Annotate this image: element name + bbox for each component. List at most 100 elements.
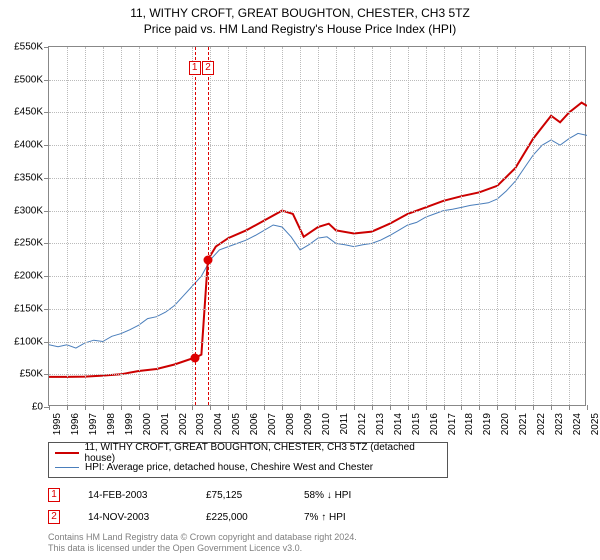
- x-tick: [264, 405, 265, 410]
- y-tick: [44, 145, 49, 146]
- sale-pct-vs-hpi: 58% ↓ HPI: [304, 490, 404, 501]
- plot-frame: £0£50K£100K£150K£200K£250K£300K£350K£400…: [48, 46, 586, 406]
- gridline-v: [461, 47, 462, 405]
- x-axis-label: 2004: [213, 413, 224, 435]
- y-tick: [44, 342, 49, 343]
- chart-area: £0£50K£100K£150K£200K£250K£300K£350K£400…: [48, 46, 586, 406]
- gridline-v: [390, 47, 391, 405]
- gridline-h: [49, 211, 585, 212]
- x-axis-label: 2020: [500, 413, 511, 435]
- x-tick: [228, 405, 229, 410]
- gridline-v: [85, 47, 86, 405]
- x-axis-label: 2014: [393, 413, 404, 435]
- x-tick: [444, 405, 445, 410]
- sale-marker-box: 2: [202, 61, 214, 75]
- gridline-h: [49, 178, 585, 179]
- y-tick: [44, 112, 49, 113]
- x-tick: [372, 405, 373, 410]
- x-tick: [139, 405, 140, 410]
- y-tick: [44, 211, 49, 212]
- x-axis-label: 2005: [231, 413, 242, 435]
- x-tick: [336, 405, 337, 410]
- x-axis-label: 2012: [357, 413, 368, 435]
- gridline-h: [49, 374, 585, 375]
- gridline-v: [515, 47, 516, 405]
- sale-date: 14-NOV-2003: [88, 512, 178, 523]
- sale-row: 114-FEB-2003£75,12558% ↓ HPI: [48, 484, 404, 506]
- x-tick: [390, 405, 391, 410]
- gridline-v: [551, 47, 552, 405]
- footer-line2: This data is licensed under the Open Gov…: [48, 543, 357, 554]
- x-tick: [85, 405, 86, 410]
- x-tick: [175, 405, 176, 410]
- x-tick: [497, 405, 498, 410]
- x-axis-label: 2000: [142, 413, 153, 435]
- x-tick: [551, 405, 552, 410]
- sale-marker-line: [208, 47, 209, 405]
- x-tick: [533, 405, 534, 410]
- x-axis-label: 2022: [536, 413, 547, 435]
- x-tick: [408, 405, 409, 410]
- gridline-v: [497, 47, 498, 405]
- gridline-v: [408, 47, 409, 405]
- x-axis-label: 2008: [285, 413, 296, 435]
- title-subtitle: Price paid vs. HM Land Registry's House …: [0, 22, 600, 36]
- x-tick: [282, 405, 283, 410]
- gridline-v: [139, 47, 140, 405]
- x-tick: [318, 405, 319, 410]
- sale-marker-box: 1: [189, 61, 201, 75]
- gridline-h: [49, 112, 585, 113]
- gridline-v: [121, 47, 122, 405]
- gridline-v: [354, 47, 355, 405]
- sale-row: 2 14-NOV-2003 £225,000 7% ↑ HPI: [48, 506, 404, 528]
- footer-text: Contains HM Land Registry data © Crown c…: [48, 532, 357, 554]
- x-tick: [157, 405, 158, 410]
- sale-pct-vs-hpi: 7% ↑ HPI: [304, 512, 404, 523]
- gridline-h: [49, 309, 585, 310]
- gridline-v: [372, 47, 373, 405]
- x-axis-label: 1998: [106, 413, 117, 435]
- x-axis-label: 1996: [70, 413, 81, 435]
- sale-price: £225,000: [206, 512, 276, 523]
- x-tick: [300, 405, 301, 410]
- legend-swatch: [55, 467, 79, 468]
- y-axis-label: £250K: [14, 238, 43, 249]
- sale-number-box: 2: [48, 510, 60, 524]
- x-tick: [569, 405, 570, 410]
- gridline-v: [175, 47, 176, 405]
- x-axis-label: 2021: [518, 413, 529, 435]
- x-axis-label: 2015: [411, 413, 422, 435]
- sale-marker-line: [195, 47, 196, 405]
- gridline-v: [426, 47, 427, 405]
- y-tick: [44, 80, 49, 81]
- y-axis-label: £0: [32, 402, 43, 413]
- y-tick: [44, 178, 49, 179]
- gridline-v: [210, 47, 211, 405]
- y-axis-label: £150K: [14, 303, 43, 314]
- x-axis-label: 2017: [447, 413, 458, 435]
- y-axis-label: £200K: [14, 271, 43, 282]
- y-tick: [44, 374, 49, 375]
- x-tick: [49, 405, 50, 410]
- legend-swatch: [55, 452, 79, 454]
- sale-marker-dot: [190, 353, 199, 362]
- x-axis-label: 2001: [160, 413, 171, 435]
- sales-table: 114-FEB-2003£75,12558% ↓ HPI 2 14-NOV-2003…: [48, 484, 404, 528]
- x-axis-label: 2011: [339, 413, 350, 435]
- x-tick: [210, 405, 211, 410]
- gridline-h: [49, 276, 585, 277]
- x-axis-label: 1999: [124, 413, 135, 435]
- title-block: 11, WITHY CROFT, GREAT BOUGHTON, CHESTER…: [0, 0, 600, 36]
- x-tick: [103, 405, 104, 410]
- x-axis-label: 2002: [178, 413, 189, 435]
- x-axis-label: 1995: [52, 413, 63, 435]
- gridline-v: [444, 47, 445, 405]
- legend-box: 11, WITHY CROFT, GREAT BOUGHTON, CHESTER…: [48, 442, 448, 478]
- gridline-h: [49, 243, 585, 244]
- gridline-v: [569, 47, 570, 405]
- x-axis-label: 1997: [88, 413, 99, 435]
- gridline-v: [246, 47, 247, 405]
- sale-date: 14-FEB-2003: [88, 490, 178, 501]
- x-axis-label: 2007: [267, 413, 278, 435]
- gridline-v: [103, 47, 104, 405]
